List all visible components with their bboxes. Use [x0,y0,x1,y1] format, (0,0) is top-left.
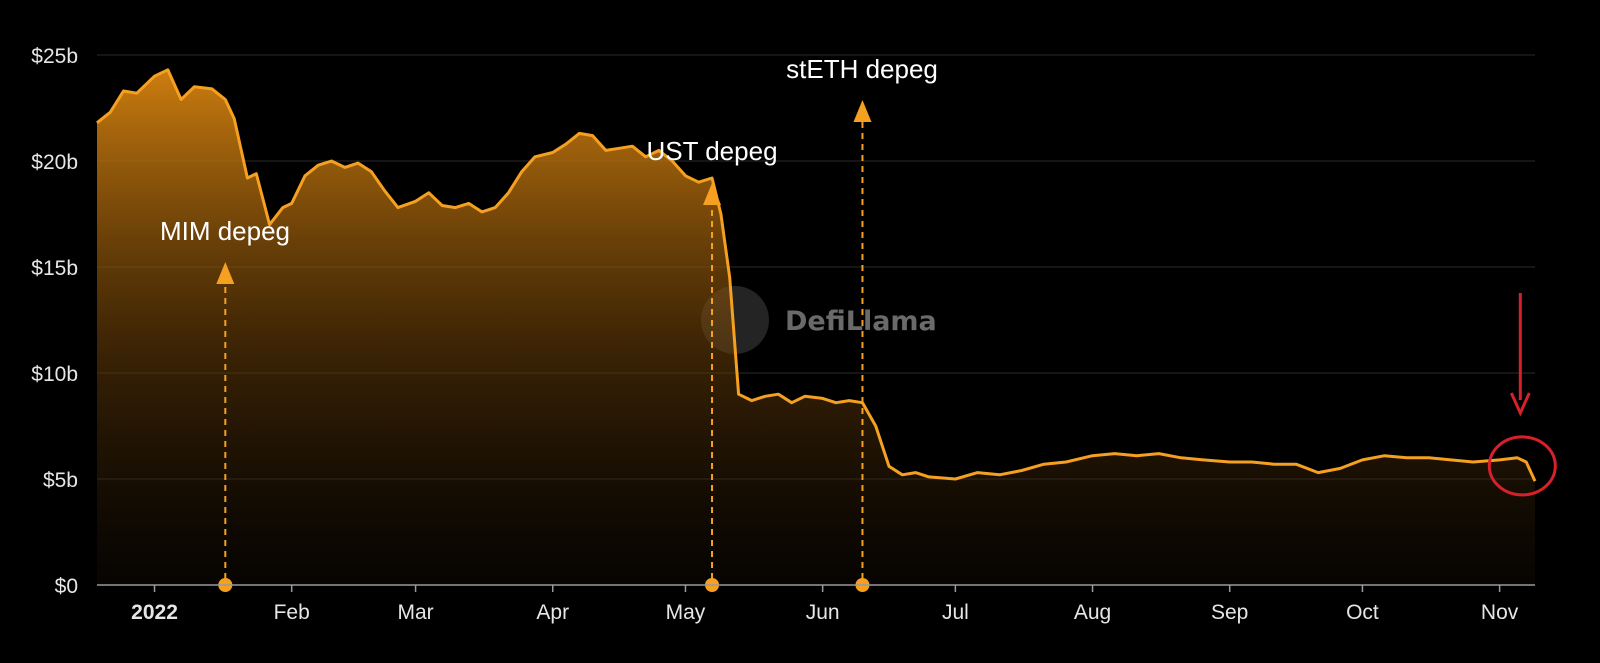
x-tick-label: Mar [397,601,433,624]
x-tick-label: Apr [536,601,569,624]
x-tick-label: Feb [274,601,310,624]
annotations: MIM depeg UST depeg stETH depeg [160,54,938,592]
highlight-circle [1487,435,1557,497]
watermark-text: DefiLlama [785,306,937,337]
annotation-label: UST depeg [646,136,777,166]
y-tick-label: $0 [55,575,78,598]
y-tick-label: $25b [31,45,78,68]
x-tick-label: May [666,601,706,624]
area-fill [97,69,1535,586]
x-tick-label: 2022 [131,601,178,624]
area-series [96,68,1537,586]
annotation-arrowhead [853,100,872,122]
annotation-arrowhead [216,262,235,284]
annotation-arrowhead [703,183,722,205]
x-tick-label: Nov [1481,601,1519,624]
highlight-mark [1487,293,1557,497]
y-tick-label: $10b [31,363,78,386]
x-tick-label: Jul [942,601,969,624]
y-tick-label: $15b [31,257,78,280]
annotation-label: MIM depeg [160,216,290,246]
annotation-label: stETH depeg [786,54,938,84]
y-tick-label: $20b [31,151,78,174]
y-tick-label: $5b [43,469,78,492]
watermark: DefiLlama [701,286,937,354]
x-tick-label: Oct [1346,601,1379,624]
highlight-arrow-head [1509,392,1531,417]
axes: $0 $5b $10b $15b $20b $25b 2022 Feb Mar Apr May Jun… [31,45,1535,624]
x-tick-label: Aug [1074,601,1111,624]
x-tick-label: Jun [806,601,840,624]
series-line [96,68,1537,482]
x-tick-label: Sep [1211,601,1248,624]
